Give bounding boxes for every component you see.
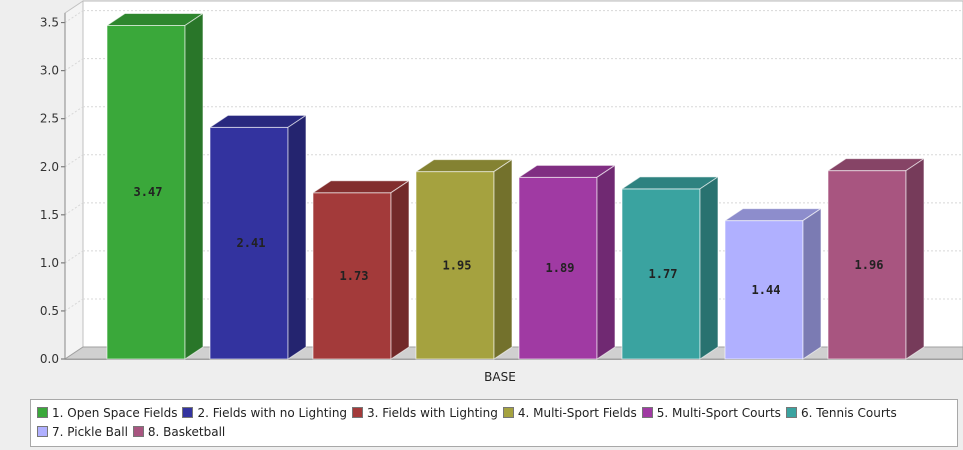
bar-2 (208, 114, 308, 360)
bar-value-label: 1.96 (855, 258, 884, 272)
bar-side (905, 157, 925, 360)
bar-front (724, 220, 804, 360)
bar-value-label: 1.89 (546, 261, 575, 275)
bar-4 (414, 158, 514, 360)
legend-label: 1. Open Space Fields (52, 406, 178, 420)
bar-side (287, 114, 307, 360)
y-tick-label: 3.5 (40, 16, 59, 30)
chart-svg: 0.0 0.5 1.0 1.5 2.0 2.5 3.0 3.5 3.47 2.41 1.73 1.9… (40, 0, 963, 384)
legend-item: 7. Pickle Ball (37, 423, 128, 442)
x-axis-category-label: BASE (484, 370, 516, 384)
bar-front (827, 170, 907, 360)
bar-front (621, 188, 701, 360)
legend: 1. Open Space Fields 2. Fields with no Li… (30, 399, 958, 447)
bar-value-label: 3.47 (134, 185, 163, 199)
legend-item: 4. Multi-Sport Fields (502, 404, 637, 423)
legend-item: 6. Tennis Courts (785, 404, 897, 423)
plot-side-wall (64, 0, 84, 360)
bar-value-label: 1.95 (443, 258, 472, 272)
y-tick-label: 0.5 (40, 304, 59, 318)
legend-swatch (352, 407, 364, 418)
bar-front (209, 126, 289, 360)
plot-floor-edge (65, 359, 963, 360)
legend-swatch (785, 407, 797, 418)
y-tick-label: 0.0 (40, 352, 59, 366)
legend-item: 1. Open Space Fields (37, 404, 177, 423)
legend-label: 6. Tennis Courts (800, 406, 897, 420)
legend-item: 8. Basketball (132, 423, 226, 442)
bar-8 (826, 157, 926, 360)
bar-value-label: 1.77 (649, 267, 678, 281)
y-tick-label: 2.5 (40, 112, 59, 126)
legend-label: 8. Basketball (147, 425, 226, 439)
bar-value-label: 2.41 (237, 236, 266, 250)
y-tick-label: 3.0 (40, 64, 59, 78)
bar-side (596, 164, 616, 360)
legend-swatch (132, 426, 144, 437)
bar-front (518, 176, 598, 360)
legend-swatch (37, 426, 48, 437)
y-tick-label: 2.0 (40, 160, 59, 174)
bar-value-label: 1.73 (340, 269, 369, 283)
bar-value-label: 1.44 (752, 283, 781, 297)
bars (105, 12, 926, 360)
bar-front (312, 192, 392, 360)
legend-label: 4. Multi-Sport Fields (517, 406, 637, 420)
legend-swatch (641, 407, 653, 418)
legend-item: 5. Multi-Sport Courts (641, 404, 781, 423)
bar-side (699, 175, 719, 360)
chart: 0.0 0.5 1.0 1.5 2.0 2.5 3.0 3.5 3.47 2.41 1.73 1.9… (40, 0, 963, 384)
legend-label: 7. Pickle Ball (52, 425, 128, 439)
legend-swatch (502, 407, 514, 418)
bar-side (493, 158, 513, 360)
bar-front (415, 171, 495, 360)
bar-side (184, 12, 204, 360)
y-axis: 0.0 0.5 1.0 1.5 2.0 2.5 3.0 3.5 (40, 13, 66, 366)
bar-front (106, 24, 186, 360)
legend-label: 5. Multi-Sport Courts (656, 406, 781, 420)
legend-swatch (182, 407, 194, 418)
legend-item: 2. Fields with no Lighting (182, 404, 347, 423)
y-tick-label: 1.0 (40, 256, 59, 270)
bar-5 (517, 164, 617, 360)
bar-3 (311, 179, 411, 360)
legend-item: 3. Fields with Lighting (352, 404, 498, 423)
legend-label: 3. Fields with Lighting (367, 406, 498, 420)
bar-side (390, 179, 410, 360)
legend-swatch (37, 407, 48, 418)
legend-label: 2. Fields with no Lighting (197, 406, 348, 420)
bar-side (802, 207, 822, 360)
bar-7 (723, 207, 823, 360)
bar-6 (620, 175, 720, 360)
value-labels: 3.47 2.41 1.73 1.95 1.89 1.77 1.44 1.96 (134, 185, 884, 297)
bar-1 (105, 12, 205, 360)
y-tick-label: 1.5 (40, 208, 59, 222)
